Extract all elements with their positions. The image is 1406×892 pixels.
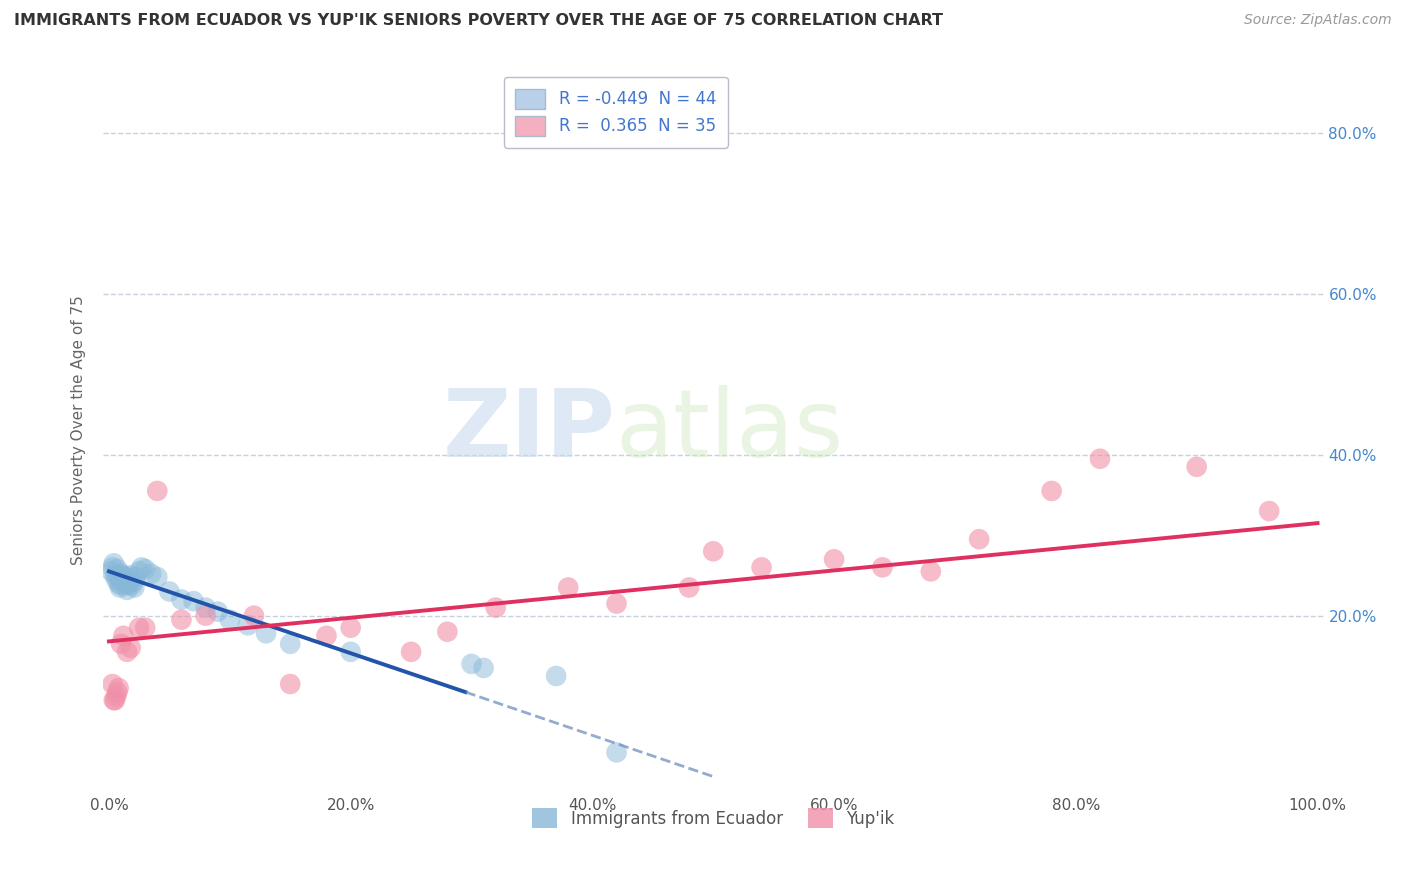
Point <box>315 629 337 643</box>
Point <box>112 629 135 643</box>
Point <box>236 618 259 632</box>
Point <box>218 613 240 627</box>
Point <box>557 581 579 595</box>
Point <box>606 746 628 760</box>
Point <box>485 600 508 615</box>
Point <box>278 637 301 651</box>
Point <box>1088 451 1111 466</box>
Point <box>121 578 143 592</box>
Point <box>823 552 845 566</box>
Point <box>131 560 153 574</box>
Point <box>104 568 127 582</box>
Point <box>1040 483 1063 498</box>
Point <box>101 560 124 574</box>
Point <box>104 693 127 707</box>
Point <box>114 570 136 584</box>
Point <box>194 608 217 623</box>
Point <box>103 557 125 571</box>
Legend: Immigrants from Ecuador, Yup'ik: Immigrants from Ecuador, Yup'ik <box>526 801 901 835</box>
Point <box>207 605 229 619</box>
Point <box>115 582 138 597</box>
Point <box>100 565 122 579</box>
Text: IMMIGRANTS FROM ECUADOR VS YUP'IK SENIORS POVERTY OVER THE AGE OF 75 CORRELATION: IMMIGRANTS FROM ECUADOR VS YUP'IK SENIOR… <box>14 13 943 29</box>
Point <box>128 621 150 635</box>
Point <box>546 669 568 683</box>
Point <box>107 562 129 576</box>
Point <box>436 624 458 639</box>
Point <box>339 645 361 659</box>
Y-axis label: Seniors Poverty Over the Age of 75: Seniors Poverty Over the Age of 75 <box>72 296 86 566</box>
Point <box>751 560 773 574</box>
Point <box>872 560 894 574</box>
Point <box>115 645 138 659</box>
Point <box>606 597 628 611</box>
Point <box>472 661 495 675</box>
Point <box>124 581 146 595</box>
Point <box>114 574 136 589</box>
Point <box>278 677 301 691</box>
Point <box>146 570 169 584</box>
Point <box>112 568 135 582</box>
Point <box>183 594 205 608</box>
Point <box>134 562 156 576</box>
Point <box>110 578 132 592</box>
Point <box>103 693 125 707</box>
Point <box>110 566 132 581</box>
Point <box>134 621 156 635</box>
Point <box>339 621 361 635</box>
Point <box>460 657 482 671</box>
Point <box>108 581 131 595</box>
Point <box>170 592 193 607</box>
Point <box>120 640 142 655</box>
Point <box>254 626 277 640</box>
Point <box>128 565 150 579</box>
Point <box>243 608 266 623</box>
Point <box>107 570 129 584</box>
Point <box>117 573 139 587</box>
Point <box>967 532 990 546</box>
Point <box>105 689 128 703</box>
Point <box>170 613 193 627</box>
Point <box>110 637 132 651</box>
Point <box>1185 459 1208 474</box>
Point <box>115 578 138 592</box>
Point <box>194 600 217 615</box>
Point <box>146 483 169 498</box>
Point <box>157 584 180 599</box>
Point <box>107 685 129 699</box>
Point <box>101 677 124 691</box>
Point <box>141 566 163 581</box>
Text: atlas: atlas <box>616 384 844 476</box>
Point <box>111 573 134 587</box>
Point <box>107 681 129 695</box>
Point <box>702 544 724 558</box>
Point <box>105 573 128 587</box>
Point <box>399 645 422 659</box>
Point <box>122 574 145 589</box>
Text: Source: ZipAtlas.com: Source: ZipAtlas.com <box>1244 13 1392 28</box>
Point <box>120 568 142 582</box>
Point <box>1258 504 1281 518</box>
Point <box>107 576 129 591</box>
Point <box>115 576 138 591</box>
Point <box>118 574 141 589</box>
Text: ZIP: ZIP <box>443 384 616 476</box>
Point <box>124 570 146 584</box>
Point <box>920 565 942 579</box>
Point <box>678 581 700 595</box>
